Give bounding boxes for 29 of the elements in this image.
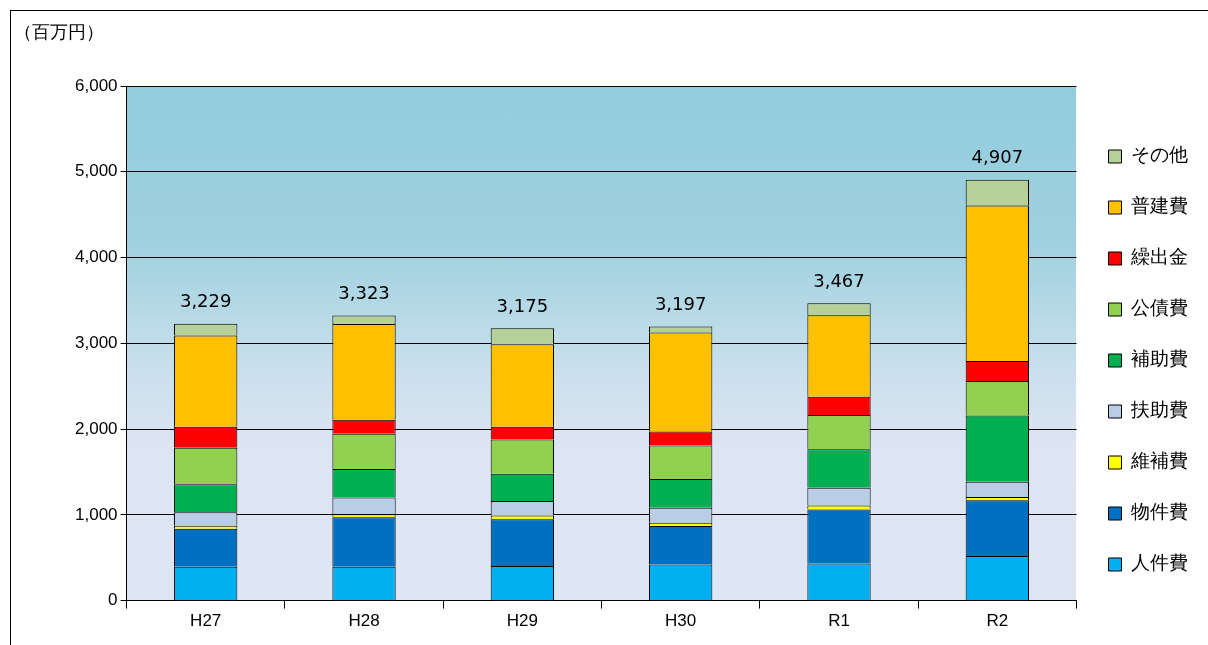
total-label: 4,907 bbox=[971, 146, 1024, 168]
y-tick-label: 5,000 bbox=[74, 161, 118, 181]
y-tick-label: 6,000 bbox=[74, 75, 118, 95]
legend-label: 扶助費 bbox=[1130, 398, 1188, 421]
x-tick-label: H29 bbox=[506, 611, 538, 631]
y-tick-label: 0 bbox=[108, 590, 118, 610]
legend-label: 公債費 bbox=[1131, 296, 1188, 319]
legend-label: 人件費 bbox=[1131, 551, 1188, 574]
total-label: 3,197 bbox=[654, 293, 707, 315]
total-label: 3,323 bbox=[338, 282, 390, 304]
total-label: 3,175 bbox=[496, 294, 549, 316]
total-label: 3,229 bbox=[179, 290, 232, 312]
y-tick-label: 4,000 bbox=[74, 247, 118, 267]
y-tick-label: 1,000 bbox=[74, 504, 118, 524]
x-tick-label: H28 bbox=[348, 611, 380, 631]
legend-label: 普建費 bbox=[1131, 194, 1188, 217]
x-tick-label: R1 bbox=[828, 611, 850, 631]
x-tick-label: H30 bbox=[665, 611, 697, 631]
total-label: 3,467 bbox=[813, 269, 865, 291]
y-tick-label: 2,000 bbox=[74, 418, 118, 438]
y-axis-title: （百万円） bbox=[14, 20, 104, 44]
legend-label: 補助費 bbox=[1131, 347, 1188, 370]
legend-label: その他 bbox=[1131, 143, 1188, 166]
x-tick-label: H27 bbox=[190, 611, 222, 631]
y-tick-label: 3,000 bbox=[74, 332, 118, 352]
legend-label: 物件費 bbox=[1131, 500, 1188, 523]
x-tick-label: R2 bbox=[986, 611, 1009, 631]
legend-label: 維補費 bbox=[1130, 449, 1188, 472]
legend-label: 繰出金 bbox=[1130, 245, 1188, 268]
